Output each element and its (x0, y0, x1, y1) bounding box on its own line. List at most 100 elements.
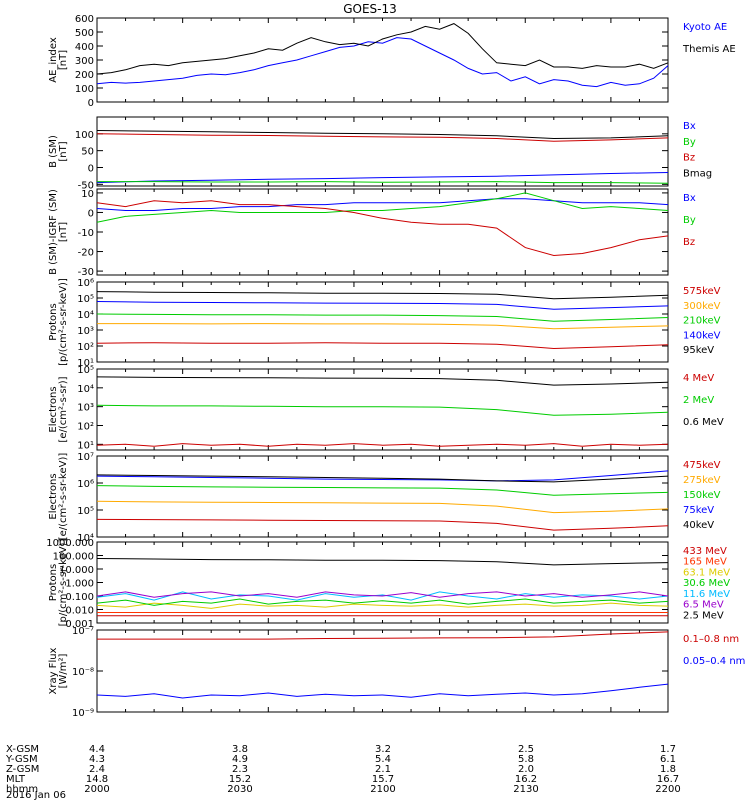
legend-entry: 433 MeV (683, 546, 727, 557)
legend-entry: By (683, 215, 696, 226)
series-line-140kev (96, 301, 669, 310)
legend-entry: 0.1–0.8 nm (683, 634, 739, 645)
series-line-40kev (96, 474, 669, 483)
axis-table-value: 4.3 (89, 754, 105, 765)
axis-table-value: 16.2 (515, 774, 537, 785)
series-line-275kev (96, 500, 669, 514)
axis-table-value: 2030 (227, 784, 252, 795)
y-tick-label: 10³ (77, 403, 94, 414)
axis-table-value: 4.4 (89, 744, 105, 755)
panel-frame (96, 629, 669, 713)
y-axis-label: [nT] (58, 50, 69, 70)
axis-table-value: 15.7 (372, 774, 394, 785)
y-tick-label: 600 (75, 14, 94, 25)
legend-entry: 575keV (683, 286, 721, 297)
y-tick-label: 1.000 (65, 579, 94, 590)
y-axis-label: AE_index (48, 37, 59, 83)
series-line-0-1-0-8-nm (97, 631, 669, 640)
y-tick-label: 10⁶ (77, 479, 94, 490)
y-tick-label: 10¹ (77, 440, 94, 451)
y-axis-label: Protons (48, 564, 59, 601)
panel-frame (96, 17, 669, 103)
legend-entry: 150keV (683, 490, 721, 501)
y-tick-label: 0.010 (65, 606, 94, 617)
y-axis-label: [p/(cm²-s-sr-keV)] (58, 278, 69, 366)
axis-table-value: 2.1 (375, 764, 391, 775)
legend-entry: Bx (683, 193, 696, 204)
legend-entry: 300keV (683, 301, 721, 312)
axis-table-value: 2130 (513, 784, 538, 795)
axis-table-row-label: X-GSM (6, 744, 39, 755)
panel-frame (96, 281, 669, 363)
y-tick-label: 10⁴ (77, 533, 94, 544)
series-line-by (97, 181, 669, 184)
axis-table-value: 6.1 (660, 754, 676, 765)
y-tick-label: 500 (75, 28, 94, 39)
series-line-475kev (96, 518, 669, 531)
panel-frame (96, 188, 669, 276)
series-line-bmag (96, 130, 669, 140)
series-line-bz (96, 200, 669, 257)
y-axis-label: Xray Flux (48, 647, 59, 694)
y-tick-label: -30 (78, 267, 94, 278)
axis-table-value: 2.4 (89, 764, 105, 775)
series-line-30-6-mev (96, 598, 669, 606)
y-axis-label: [e/(cm²-s-sr)] (58, 376, 69, 442)
axis-table-value: 2.5 (518, 744, 534, 755)
series-line-bz (96, 133, 669, 142)
axis-table-value: 2.0 (518, 764, 534, 775)
series-line-bx (96, 172, 669, 184)
y-tick-label: 10⁵ (77, 294, 94, 305)
y-tick-label: 10⁴ (77, 384, 94, 395)
axis-table-value: 2200 (655, 784, 680, 795)
axis-table-value: 3.2 (375, 744, 391, 755)
series-line-4-mev (96, 443, 669, 447)
y-tick-label: 0.100 (65, 592, 94, 603)
series-line-by (96, 192, 669, 223)
legend-entry: 2.5 MeV (683, 610, 724, 621)
y-axis-label: Electrons (48, 473, 59, 519)
legend-entry: Bz (683, 153, 695, 164)
plot-title: GOES-13 (343, 2, 397, 16)
series-line-kyoto-ae (96, 37, 669, 88)
axis-table-value: 1.8 (660, 764, 676, 775)
series-line-150kev (96, 485, 669, 496)
y-tick-label: 0 (88, 163, 94, 174)
y-axis-label: [W/m²] (58, 653, 69, 688)
legend-entry: 30.6 MeV (683, 578, 730, 589)
y-tick-label: 400 (75, 42, 94, 53)
axis-table-row-label: Y-GSM (5, 754, 38, 765)
axis-table-value: 2.3 (232, 764, 248, 775)
y-tick-label: 1000.000 (46, 538, 94, 549)
axis-table-value: 5.8 (518, 754, 534, 765)
axis-table-value: 15.2 (229, 774, 251, 785)
legend-entry: 11.6 MeV (683, 589, 730, 600)
y-tick-label: -10 (78, 228, 94, 239)
y-axis-label: Protons (48, 303, 59, 340)
legend-entry: 40keV (683, 520, 714, 531)
y-axis-label: Electrons (48, 386, 59, 432)
y-tick-label: -20 (78, 248, 94, 259)
legend-entry: Kyoto AE (683, 22, 727, 33)
series-line-2-5-mev (96, 558, 669, 566)
y-tick-label: 10⁻⁹ (72, 708, 94, 719)
axis-table-value: 4.9 (232, 754, 248, 765)
axis-table-row-label: Z-GSM (6, 764, 39, 775)
y-tick-label: 10⁷ (77, 452, 94, 463)
legend-entry: 275keV (683, 475, 721, 486)
y-axis-label: B (SM)-IGRF (SM) (48, 189, 59, 275)
axis-table-value: 2000 (84, 784, 109, 795)
y-tick-label: 300 (75, 56, 94, 67)
legend-entry: 75keV (683, 505, 714, 516)
y-tick-label: 50 (81, 147, 94, 158)
series-line-0-05-0-4-nm (96, 683, 669, 699)
y-tick-label: -50 (78, 180, 94, 191)
y-tick-label: 100 (75, 84, 94, 95)
axis-table-value: 5.4 (375, 754, 391, 765)
y-tick-label: 10⁶ (77, 278, 94, 289)
legend-entry: Bmag (683, 168, 712, 179)
legend-entry: 4 MeV (683, 373, 714, 384)
panel-frame (96, 541, 669, 624)
